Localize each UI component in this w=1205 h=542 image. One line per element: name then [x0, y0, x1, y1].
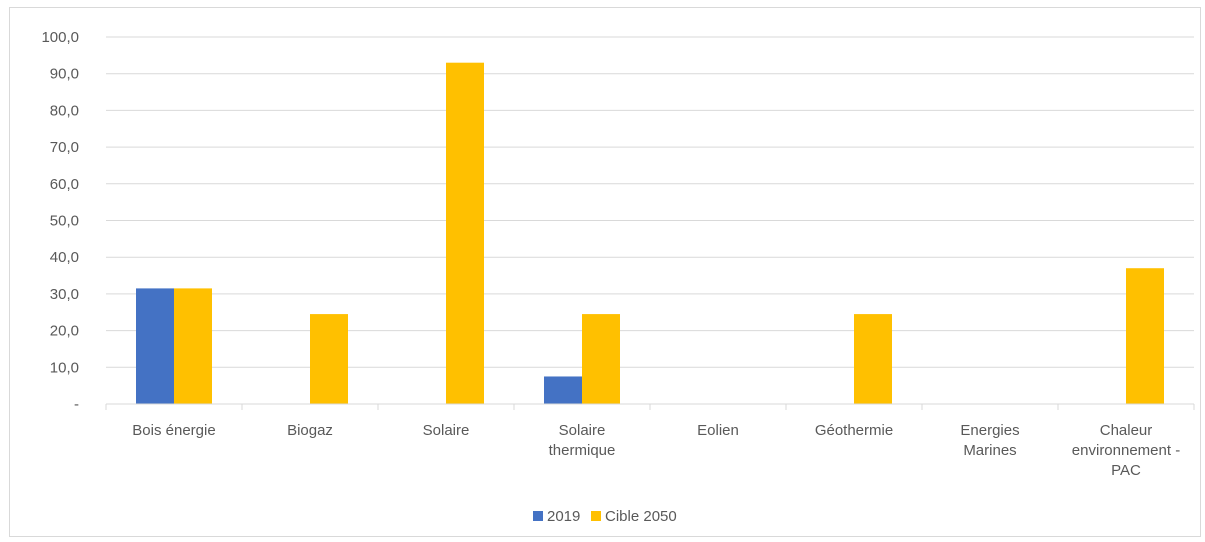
bar-2019: [544, 376, 582, 404]
y-tick-label: 10,0: [50, 359, 79, 376]
x-category-label: Géothermie: [815, 422, 893, 439]
y-tick-label: 50,0: [50, 213, 79, 230]
legend: 2019 Cible 2050: [533, 508, 677, 525]
x-category-label: Biogaz: [287, 422, 333, 439]
x-category-label: Energies Marines: [960, 422, 1019, 459]
y-tick-label: 80,0: [50, 102, 79, 119]
y-tick-label: 60,0: [50, 176, 79, 193]
bar-cible-2050: [310, 314, 348, 404]
y-tick-label: 40,0: [50, 249, 79, 266]
y-tick-label: 30,0: [50, 286, 79, 303]
bar-cible-2050: [582, 314, 620, 404]
x-axis-labels: Bois énergie Biogaz Solaire Solaire thermiqu…: [132, 422, 1180, 479]
y-axis-ticks: - 10,0 20,0 30,0 40,0 50,0 60,0 70,0 80,0 90,0 100…: [41, 29, 79, 413]
x-category-label: Solaire thermique: [549, 422, 616, 459]
legend-label: 2019: [547, 508, 580, 525]
bars: [136, 62, 1164, 404]
y-tick-label: 90,0: [50, 66, 79, 83]
y-tick-label: 20,0: [50, 323, 79, 340]
bar-2019: [136, 288, 174, 404]
legend-swatch: [533, 511, 543, 521]
bar-cible-2050: [1126, 268, 1164, 404]
legend-label: Cible 2050: [605, 508, 677, 525]
y-tick-label: -: [74, 396, 79, 413]
x-category-label: Eolien: [697, 422, 739, 439]
bar-cible-2050: [174, 288, 212, 404]
x-category-label: Chaleur environnement -PAC: [1072, 422, 1180, 479]
x-category-label: Bois énergie: [132, 422, 215, 439]
gridlines: [106, 36, 1194, 368]
y-tick-label: 100,0: [41, 29, 79, 46]
y-tick-label: 70,0: [50, 139, 79, 156]
x-axis: [105, 403, 1195, 410]
chart-frame: [9, 7, 1201, 537]
bar-cible-2050: [446, 62, 484, 404]
bar-cible-2050: [854, 314, 892, 404]
x-category-label: Solaire: [423, 422, 470, 439]
legend-swatch: [591, 511, 601, 521]
